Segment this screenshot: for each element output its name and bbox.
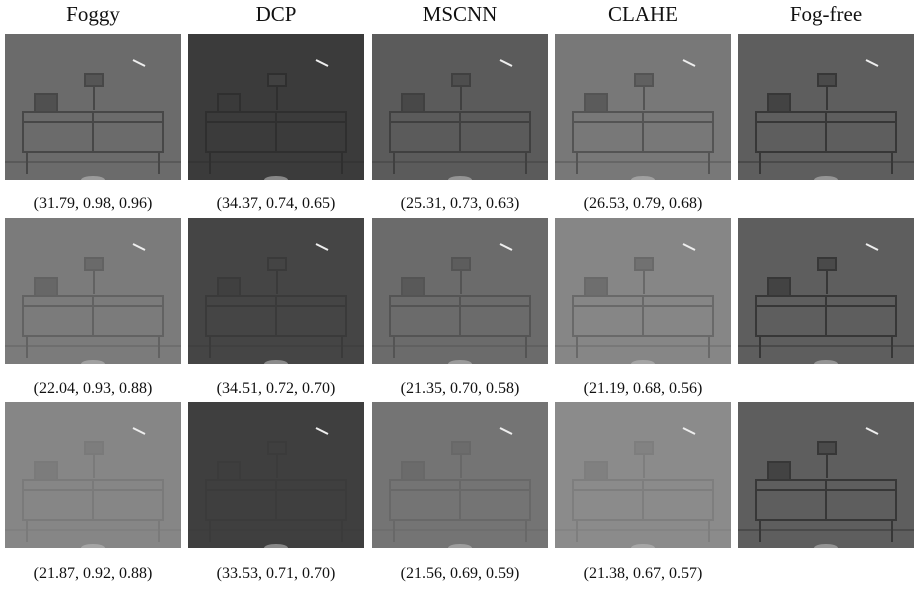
caption: (26.53, 0.79, 0.68) xyxy=(553,195,733,213)
result-image xyxy=(555,218,731,364)
result-image xyxy=(738,402,914,548)
column-header: CLAHE xyxy=(555,2,731,27)
column-header: Foggy xyxy=(5,2,181,27)
caption: (34.51, 0.72, 0.70) xyxy=(186,380,366,398)
caption: (21.19, 0.68, 0.56) xyxy=(553,380,733,398)
caption: (22.04, 0.93, 0.88) xyxy=(3,380,183,398)
caption: (21.87, 0.92, 0.88) xyxy=(3,565,183,583)
result-image xyxy=(372,218,548,364)
caption: (21.38, 0.67, 0.57) xyxy=(553,565,733,583)
result-image xyxy=(738,34,914,180)
caption: (34.37, 0.74, 0.65) xyxy=(186,195,366,213)
caption: (25.31, 0.73, 0.63) xyxy=(370,195,550,213)
figure: {"columns": ["Foggy", "DCP", "MSCNN", "C… xyxy=(0,0,917,590)
caption: (33.53, 0.71, 0.70) xyxy=(186,565,366,583)
result-image xyxy=(555,402,731,548)
column-header: DCP xyxy=(188,2,364,27)
caption: (31.79, 0.98, 0.96) xyxy=(3,195,183,213)
result-image xyxy=(372,34,548,180)
result-image xyxy=(188,34,364,180)
result-image xyxy=(188,218,364,364)
column-header: MSCNN xyxy=(372,2,548,27)
result-image xyxy=(5,34,181,180)
result-image xyxy=(738,218,914,364)
result-image xyxy=(555,34,731,180)
caption: (21.56, 0.69, 0.59) xyxy=(370,565,550,583)
result-image xyxy=(188,402,364,548)
caption: (21.35, 0.70, 0.58) xyxy=(370,380,550,398)
result-image xyxy=(5,402,181,548)
result-image xyxy=(372,402,548,548)
column-header: Fog-free xyxy=(738,2,914,27)
result-image xyxy=(5,218,181,364)
